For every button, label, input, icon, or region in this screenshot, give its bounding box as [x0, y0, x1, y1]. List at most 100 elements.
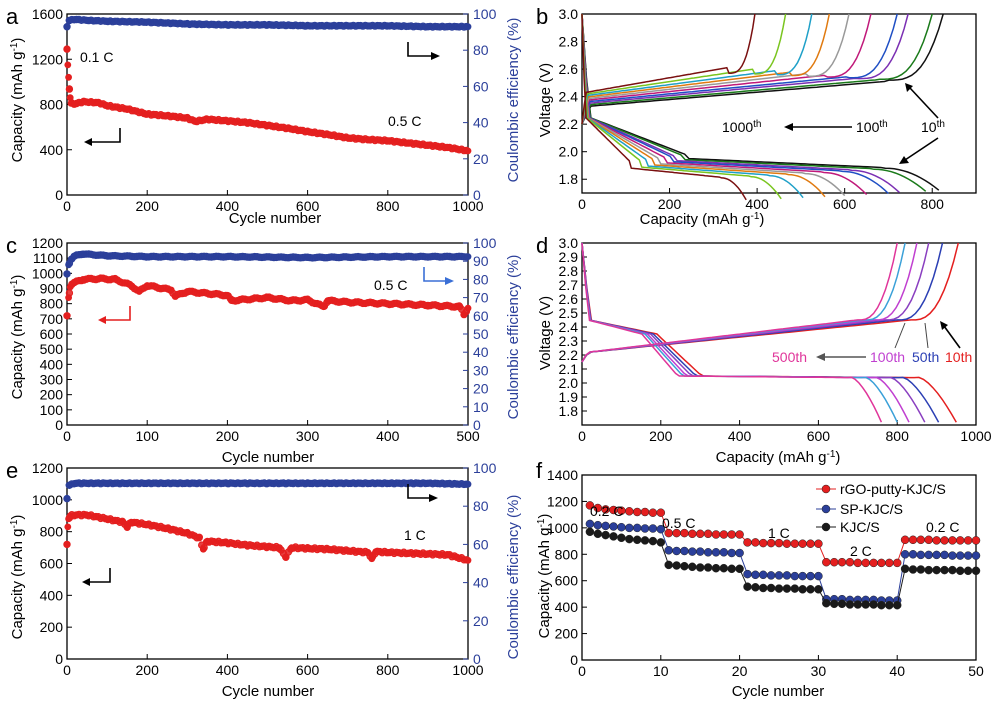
panel-a-ce-datapoint [71, 16, 79, 23]
panel-f-point-SP-KJC/S [814, 571, 823, 581]
panel-a-y2tick-label: 100 [473, 6, 497, 22]
panel-b-label-10th: 10th [921, 119, 945, 135]
panel-f-point-SP-KJC/S [656, 524, 666, 534]
panel-a-capacity-axis-arrow-line [90, 128, 121, 143]
panel-c-capacity-datapoint [111, 276, 119, 283]
panel-b-discharge-curve-1000th [581, 13, 747, 201]
panel-d-chart: 0 200 400 600 800 10001.81.92.02.12.22.32.42.… [559, 235, 992, 444]
panel-f-frame [581, 474, 977, 661]
panel-e-xtick-label: 0 [63, 662, 71, 678]
panel-e-ce-datapoint [304, 479, 311, 487]
panel-c-capacity-datapoint [424, 301, 432, 309]
panel-f-ytick-label: 400 [555, 599, 579, 615]
panel-f-point-rGO-putty-KJC/S [837, 557, 847, 567]
panel-a-capacity-datapoint [344, 134, 352, 142]
panel-f-point-KJC/S [632, 535, 642, 545]
panel-c-xtick-label: 100 [136, 428, 160, 444]
panel-d-xtick-label: 400 [728, 428, 752, 444]
panel-c-capacity-datapoint [127, 282, 135, 289]
panel-a-capacity-datapoint [143, 110, 151, 118]
panel-c-y2tick-label: 70 [473, 290, 489, 306]
panel-f-point-KJC/S [735, 564, 744, 574]
panel-e-y2tick-label: 40 [473, 575, 489, 591]
panel-d-charge-curve-cycle-75 [581, 242, 930, 363]
panel-e-y2tick-label: 100 [473, 460, 497, 476]
panel-d-ytick-label: 2.7 [559, 277, 579, 293]
panel-e-capacity-datapoint [83, 511, 91, 519]
panel-e-capacity-axis-arrow-line [88, 568, 111, 583]
panel-f-point-SP-KJC/S [798, 571, 807, 581]
panel-f-point-rGO-putty-KJC/S [845, 557, 855, 567]
panel-c-capacity-datapoint [224, 291, 231, 299]
panel-c-capacity-axis-arrow-head [98, 316, 106, 324]
panel-f-point-SP-KJC/S [593, 520, 603, 530]
panel-e-ytick-label: 200 [40, 619, 64, 635]
panel-e-xlabel: Cycle number [222, 683, 315, 700]
panel-f-point-SP-KJC/S [932, 550, 941, 560]
panel-c-y2tick-label: 50 [473, 326, 489, 342]
panel-a-y2tick-label: 0 [473, 187, 481, 203]
panel-c-ce-datapoint [71, 252, 79, 260]
panel-f-point-SP-KJC/S [735, 548, 744, 558]
panel-f-letter: f [536, 458, 543, 483]
panel-f-point-rGO-putty-KJC/S [829, 557, 839, 567]
panel-e-ce-datapoint [143, 479, 151, 487]
panel-f-point-KJC/S [955, 566, 965, 576]
panel-f-point-SP-KJC/S [703, 548, 713, 557]
panel-f-xtick-label: 40 [889, 663, 905, 679]
panel-c-y2tick-label: 100 [473, 235, 497, 251]
panel-b-ytick-label: 1.8 [559, 171, 579, 187]
panel-e-capacity-datapoint [183, 529, 191, 537]
panel-a-ce-datapoint [264, 21, 271, 29]
panel-d-charge-curve-100th [581, 242, 918, 363]
panel-f-point-KJC/S [869, 600, 878, 609]
panel-e-capacity-datapoint [244, 541, 251, 549]
panel-b-xtick-label: 0 [578, 196, 586, 212]
panel-f-point-rGO-putty-KJC/S [877, 558, 886, 568]
panel-a-capacity-datapoint [384, 137, 392, 145]
panel-b-discharge-curve-cycle-7 [581, 13, 826, 198]
panel-f-point-KJC/S [593, 529, 603, 539]
panel-f-point-rGO-putty-KJC/S [924, 535, 933, 545]
panel-b-charge-curve-cycle-5 [581, 13, 872, 125]
panel-f-xtick-label: 10 [653, 663, 669, 679]
panel-f-point-SP-KJC/S [751, 570, 760, 580]
panel-c-capacity-datapoint [228, 297, 235, 304]
panel-f-point-rGO-putty-KJC/S [932, 536, 941, 545]
panel-e-ytick-label: 1200 [32, 460, 63, 476]
panel-b-chart: 0 200 400 600 800 1.8 2.0 2.2 2.4 2.6 2.8 3.0 [559, 6, 977, 212]
panel-f-point-rGO-putty-KJC/S [814, 539, 823, 548]
panel-f-ytick-label: 800 [555, 546, 579, 562]
panel-a-capacity-datapoint [163, 112, 171, 120]
panel-c-capacity-datapoint [304, 296, 311, 304]
panel-f-point-rGO-putty-KJC/S [711, 530, 721, 539]
panel-e-xtick-label: 400 [216, 662, 240, 678]
panel-c-capacity-datapoint [63, 312, 71, 320]
panel-e-capacity-datapoint [444, 551, 452, 559]
panel-d-ytick-label: 2.8 [559, 263, 579, 279]
panel-a-xtick-label: 600 [296, 198, 320, 214]
panel-f-rate-0-2c-start: 0.2 C [590, 503, 623, 519]
panel-c-capacity-datapoint [167, 286, 175, 294]
panel-a-capacity-datapoint [191, 118, 199, 125]
panel-c-ytick-label: 400 [40, 356, 64, 372]
panel-e-capacity-datapoint [199, 545, 207, 553]
panel-a-xtick-label: 400 [216, 198, 240, 214]
panel-c-ytick-label: 900 [40, 281, 64, 297]
panel-a-rate-0-1c: 0.1 C [80, 49, 113, 65]
panel-f-point-SP-KJC/S [632, 523, 642, 533]
panel-b-discharge-curve-10th [581, 13, 940, 191]
panel-f-point-SP-KJC/S [719, 548, 729, 557]
panel-e-ytick-label: 0 [55, 651, 63, 667]
panel-f-point-SP-KJC/S [585, 519, 595, 529]
panel-e-capacity-datapoint [63, 541, 71, 548]
panel-c-xtick-label: 500 [456, 428, 480, 444]
panel-a-capacity-datapoint [95, 99, 103, 107]
panel-d-ytick-label: 1.8 [559, 403, 579, 419]
panel-f-point-KJC/S [782, 584, 792, 593]
panel-f-point-SP-KJC/S [790, 571, 800, 581]
panel-b-discharge-curve-cycle-8 [581, 13, 804, 199]
panel-f-point-rGO-putty-KJC/S [798, 539, 807, 548]
panel-b-discharge-curve-100th [581, 13, 927, 192]
panel-e-capacity-datapoint [195, 534, 203, 542]
